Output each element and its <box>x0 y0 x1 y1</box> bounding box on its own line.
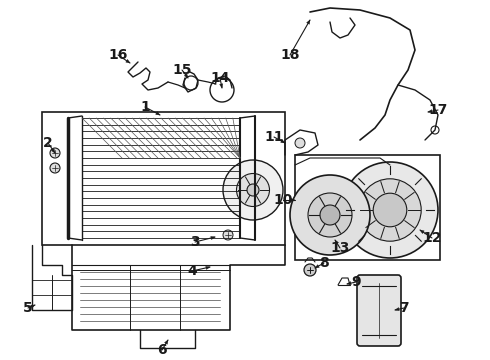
Polygon shape <box>335 240 339 244</box>
Polygon shape <box>395 307 399 311</box>
Text: 1: 1 <box>140 100 150 114</box>
Text: 14: 14 <box>210 71 230 85</box>
Text: 10: 10 <box>273 193 293 207</box>
Circle shape <box>359 179 421 241</box>
Text: 16: 16 <box>108 48 128 62</box>
Circle shape <box>50 148 60 158</box>
Polygon shape <box>220 84 223 88</box>
Polygon shape <box>165 340 168 344</box>
Text: 12: 12 <box>422 231 442 245</box>
Circle shape <box>290 175 370 255</box>
Bar <box>42 112 285 245</box>
Polygon shape <box>31 305 35 308</box>
Bar <box>295 155 440 260</box>
Text: 11: 11 <box>264 130 284 144</box>
Polygon shape <box>428 110 432 113</box>
Polygon shape <box>211 237 215 239</box>
Polygon shape <box>51 149 55 153</box>
Circle shape <box>247 184 259 196</box>
Polygon shape <box>420 230 424 234</box>
Text: 9: 9 <box>351 275 361 289</box>
Polygon shape <box>291 198 295 202</box>
Text: 7: 7 <box>399 301 409 315</box>
Circle shape <box>373 193 407 227</box>
Text: 6: 6 <box>157 343 167 357</box>
Text: 3: 3 <box>190 235 200 249</box>
Polygon shape <box>281 140 285 143</box>
Polygon shape <box>307 20 310 24</box>
Text: 13: 13 <box>330 241 350 255</box>
Circle shape <box>342 162 438 258</box>
Text: 5: 5 <box>23 301 33 315</box>
Circle shape <box>308 193 352 237</box>
Circle shape <box>223 160 283 220</box>
Polygon shape <box>126 59 130 63</box>
Text: 4: 4 <box>187 264 197 278</box>
Circle shape <box>320 205 340 225</box>
Text: 15: 15 <box>172 63 192 77</box>
Circle shape <box>295 138 305 148</box>
Polygon shape <box>156 112 160 115</box>
Circle shape <box>50 163 60 173</box>
Circle shape <box>223 230 233 240</box>
Polygon shape <box>184 74 188 78</box>
Polygon shape <box>347 282 351 285</box>
Polygon shape <box>315 265 319 268</box>
Text: 18: 18 <box>280 48 300 62</box>
Circle shape <box>237 174 270 207</box>
Polygon shape <box>206 266 210 269</box>
FancyBboxPatch shape <box>357 275 401 346</box>
Circle shape <box>304 264 316 276</box>
Text: 8: 8 <box>319 256 329 270</box>
Text: 2: 2 <box>43 136 53 150</box>
Text: 17: 17 <box>428 103 448 117</box>
